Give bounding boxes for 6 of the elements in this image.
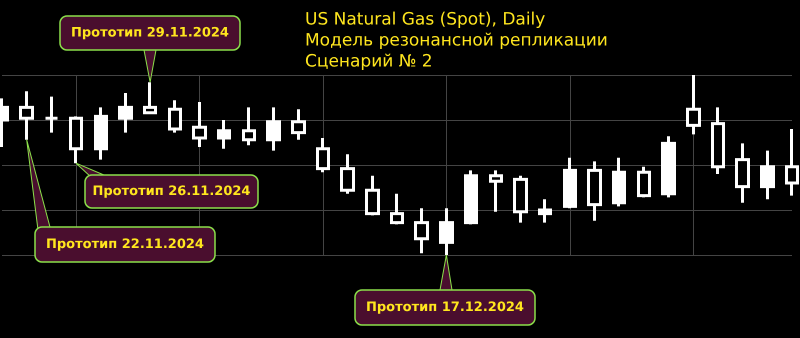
chart-subtitle: Модель резонансной репликации Сценарий № 2	[305, 30, 608, 72]
chart-title: US Natural Gas (Spot), Daily	[305, 10, 546, 30]
annotation: Прототип 26.11.2024	[92, 184, 250, 199]
text: Прототип 17.12.2024	[366, 300, 524, 315]
text: Прототип 29.11.2024	[71, 26, 229, 40]
annotation: Прототип 22.11.2024	[46, 237, 204, 252]
